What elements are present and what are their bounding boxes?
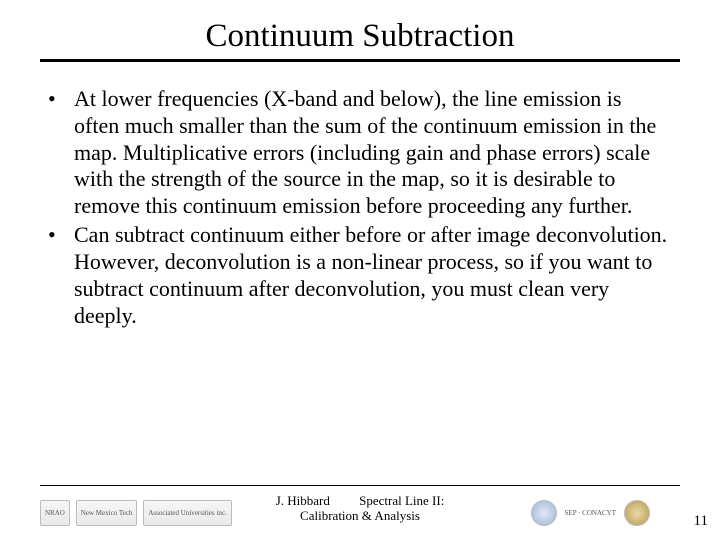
- bullet-text: At lower frequencies (X-band and below),…: [74, 86, 672, 220]
- bullet-marker: •: [48, 222, 74, 329]
- footer-caption: J. Hibbard Spectral Line II: Calibration…: [276, 494, 445, 524]
- slide-footer: NRAO New Mexico Tech Associated Universi…: [40, 492, 680, 540]
- footer-talk-line1: Spectral Line II:: [359, 493, 444, 508]
- title-underline: [40, 59, 680, 62]
- conacyt-label: SEP · CONACYT: [565, 509, 616, 517]
- slide-title: Continuum Subtraction: [40, 18, 680, 59]
- page-number: 11: [694, 513, 708, 530]
- footer-logos-right: SEP · CONACYT: [531, 500, 650, 526]
- nsf-logo-icon: [624, 500, 650, 526]
- bullet-marker: •: [48, 86, 74, 220]
- bullet-item: • At lower frequencies (X-band and below…: [48, 86, 672, 220]
- footer-author: J. Hibbard: [276, 493, 330, 508]
- bullet-text: Can subtract continuum either before or …: [74, 222, 672, 329]
- bullet-item: • Can subtract continuum either before o…: [48, 222, 672, 329]
- footer-rule: [40, 485, 680, 486]
- footer-talk-line2: Calibration & Analysis: [300, 508, 420, 523]
- footer-logos-left: NRAO New Mexico Tech Associated Universi…: [40, 500, 232, 526]
- slide: Continuum Subtraction • At lower frequen…: [0, 0, 720, 540]
- conacyt-logo-icon: [531, 500, 557, 526]
- nrao-logo-icon: NRAO: [40, 500, 70, 526]
- aui-logo-icon: Associated Universities inc.: [143, 500, 231, 526]
- nmt-logo-icon: New Mexico Tech: [76, 500, 137, 526]
- slide-body: • At lower frequencies (X-band and below…: [40, 86, 680, 485]
